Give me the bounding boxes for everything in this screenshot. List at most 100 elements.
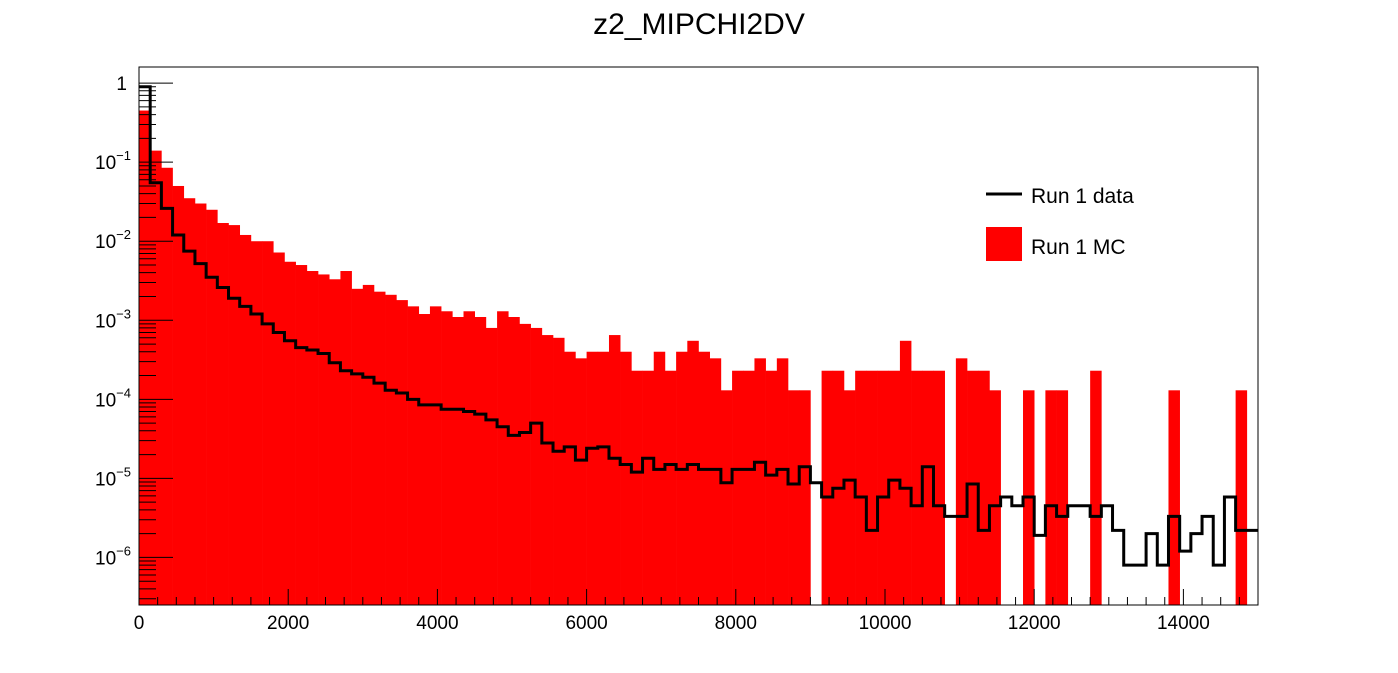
mc-bar xyxy=(597,351,610,605)
mc-bar xyxy=(788,390,800,605)
mc-bar xyxy=(508,317,520,605)
mc-bar xyxy=(575,358,587,605)
x-tick-label: 0 xyxy=(134,613,145,634)
legend: Run 1 data Run 1 MC xyxy=(986,185,1134,261)
y-tick-label: 10−5 xyxy=(95,464,131,490)
mc-bar xyxy=(161,167,173,606)
mc-bar xyxy=(653,351,666,605)
mc-bar xyxy=(329,279,341,605)
mc-bar xyxy=(642,370,655,605)
y-tick-label: 10−4 xyxy=(95,385,131,411)
mc-bar xyxy=(474,317,487,605)
mc-bar xyxy=(1090,370,1102,605)
mc-bar xyxy=(608,335,621,605)
mc-bar xyxy=(1056,390,1069,605)
mc-bar xyxy=(933,370,945,605)
mc-bar xyxy=(743,370,755,605)
mc-bar xyxy=(843,390,856,605)
mc-bar xyxy=(899,340,912,605)
mc-bar xyxy=(855,370,867,605)
mc-bar xyxy=(776,358,789,605)
x-tick-label: 2000 xyxy=(267,613,309,634)
mc-bar xyxy=(877,370,890,605)
mc-bar xyxy=(183,198,196,605)
mc-bar xyxy=(217,223,229,605)
mc-bar xyxy=(452,317,464,605)
mc-bar xyxy=(139,110,151,605)
x-tick-label: 14000 xyxy=(1157,613,1210,634)
mc-histogram-bars xyxy=(139,110,1248,606)
mc-bar xyxy=(284,261,296,605)
mc-bar xyxy=(351,288,364,605)
mc-bar xyxy=(318,274,330,605)
mc-bar xyxy=(340,271,352,605)
x-tick-label: 6000 xyxy=(565,613,607,634)
mc-bar xyxy=(553,337,565,605)
mc-bar xyxy=(262,241,274,605)
legend-label-data: Run 1 data xyxy=(1031,185,1134,208)
mc-bar xyxy=(978,370,990,605)
mc-bar xyxy=(273,252,285,605)
y-tick-label: 10−3 xyxy=(95,306,131,332)
data-step-line xyxy=(139,85,1258,567)
mc-bar xyxy=(418,314,431,605)
mc-bar xyxy=(1235,390,1248,605)
mc-bar xyxy=(172,185,185,605)
mc-bar xyxy=(911,370,923,605)
mc-bar xyxy=(485,327,498,605)
y-tick-label: 10−2 xyxy=(95,227,131,253)
mc-bar xyxy=(709,358,722,605)
mc-bar xyxy=(429,306,442,605)
mc-bar xyxy=(687,340,699,605)
mc-bar xyxy=(295,265,308,605)
mc-bar xyxy=(239,234,252,605)
mc-bar xyxy=(441,311,453,605)
mc-bar xyxy=(720,390,733,605)
mc-bar xyxy=(463,311,475,605)
mc-bar xyxy=(385,294,397,605)
mc-bar xyxy=(497,311,509,605)
mc-bar xyxy=(888,370,901,605)
chart-title: z2_MIPCHI2DV xyxy=(593,8,805,41)
x-tick-label: 10000 xyxy=(859,613,912,634)
mc-bar xyxy=(821,370,834,605)
legend-swatch-mc xyxy=(986,227,1022,261)
mc-bar xyxy=(664,370,677,605)
mc-bar xyxy=(407,306,420,605)
x-axis: 0 2000 4000 6000 8000 10000 12000 14000 xyxy=(134,589,1259,634)
mc-bar xyxy=(250,241,263,605)
y-tick-label: 1 xyxy=(116,74,127,95)
mc-bar xyxy=(519,323,531,605)
mc-bar xyxy=(541,335,554,605)
mc-bar xyxy=(922,370,934,605)
x-tick-label: 4000 xyxy=(416,613,458,634)
mc-bar xyxy=(676,351,688,605)
mc-bar xyxy=(1168,390,1180,605)
y-tick-label: 10−6 xyxy=(95,543,131,569)
mc-bar xyxy=(194,203,207,605)
mc-bar xyxy=(955,358,968,605)
mc-bar xyxy=(396,300,408,605)
mc-bar xyxy=(586,351,599,605)
mc-bar xyxy=(362,284,375,605)
mc-bar xyxy=(765,370,778,605)
mc-bar xyxy=(150,150,162,605)
mc-bar xyxy=(989,390,1001,605)
legend-label-mc: Run 1 MC xyxy=(1031,236,1126,259)
mc-bar xyxy=(306,271,319,605)
mc-bar xyxy=(1045,390,1057,605)
mc-bar xyxy=(698,351,710,605)
x-tick-label: 8000 xyxy=(715,613,757,634)
mc-bar xyxy=(228,225,241,605)
mc-bar xyxy=(732,370,744,605)
mc-bar xyxy=(866,370,878,605)
mc-bar xyxy=(206,209,218,606)
y-axis: 1 10−1 10−2 10−3 10−4 10−5 10−6 xyxy=(95,74,173,600)
mc-bar xyxy=(631,370,643,605)
mc-bar xyxy=(373,291,386,605)
mc-bar xyxy=(564,351,576,605)
y-tick-label: 10−1 xyxy=(95,148,131,174)
mc-bar xyxy=(799,390,811,605)
x-tick-label: 12000 xyxy=(1008,613,1061,634)
